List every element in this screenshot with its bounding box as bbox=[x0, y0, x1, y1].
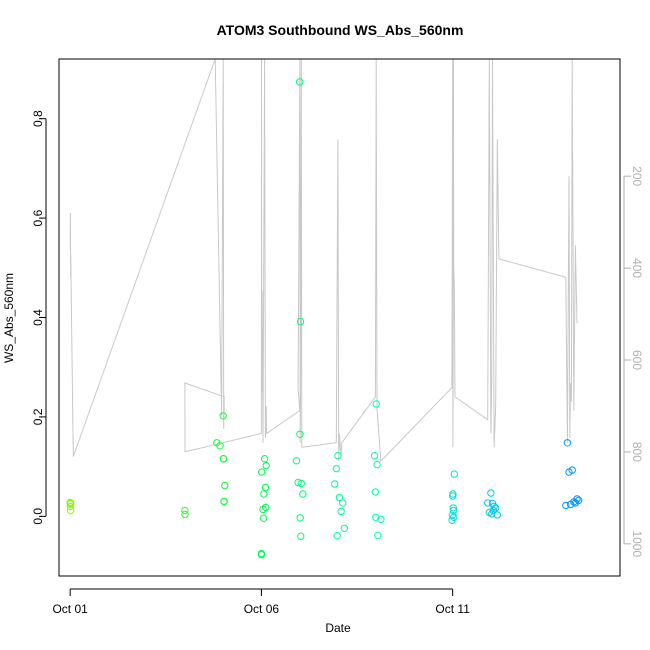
data-point bbox=[448, 511, 457, 520]
data-point bbox=[337, 507, 345, 516]
data-point bbox=[488, 510, 496, 518]
y2-tick-label: 400 bbox=[630, 258, 644, 278]
plot-area-frame bbox=[58, 58, 621, 577]
data-point bbox=[372, 513, 380, 521]
data-point bbox=[296, 317, 305, 326]
data-point bbox=[449, 492, 457, 500]
data-point bbox=[489, 506, 497, 515]
data-point bbox=[294, 478, 302, 487]
y-tick-label: 0.8 bbox=[31, 110, 45, 127]
data-point bbox=[296, 430, 304, 438]
data-point bbox=[261, 483, 270, 492]
data-point bbox=[181, 510, 189, 519]
data-point bbox=[334, 452, 342, 460]
data-point bbox=[260, 455, 269, 463]
data-point bbox=[221, 481, 229, 490]
data-point bbox=[571, 499, 580, 507]
data-point bbox=[296, 514, 304, 522]
depth-line bbox=[69, 58, 578, 463]
data-point bbox=[335, 493, 344, 502]
data-point bbox=[373, 460, 381, 469]
data-point bbox=[259, 514, 268, 522]
y2-tick-label: 1000 bbox=[630, 530, 644, 557]
x-tick-label: Oct 06 bbox=[244, 602, 280, 616]
data-point bbox=[449, 506, 458, 515]
data-point bbox=[67, 499, 75, 507]
x-tick-label: Oct 01 bbox=[52, 602, 88, 616]
x-tick-label: Oct 11 bbox=[435, 602, 470, 616]
data-point bbox=[331, 480, 339, 488]
data-point bbox=[299, 490, 307, 498]
data-point bbox=[257, 550, 266, 559]
depth-line-layer bbox=[69, 58, 578, 463]
data-point bbox=[563, 439, 572, 447]
y-tick-label: 0.4 bbox=[31, 309, 45, 326]
y-tick-label: 0.0 bbox=[31, 508, 45, 525]
data-point bbox=[220, 497, 228, 506]
y2-tick-label: 600 bbox=[630, 350, 644, 370]
x-axis-title: Date bbox=[325, 621, 351, 635]
data-point bbox=[448, 516, 456, 524]
data-point bbox=[297, 532, 305, 540]
data-point bbox=[566, 500, 575, 509]
data-point bbox=[340, 524, 348, 532]
data-point bbox=[484, 499, 492, 507]
data-point bbox=[332, 464, 340, 473]
y-axis-title: WS_Abs_560nm bbox=[2, 273, 16, 363]
data-point bbox=[449, 504, 457, 512]
data-point bbox=[260, 490, 268, 498]
data-point bbox=[297, 479, 305, 488]
y-tick-label: 0.2 bbox=[31, 408, 45, 425]
data-point bbox=[333, 532, 341, 540]
scatter-points-layer bbox=[66, 78, 583, 559]
y-tick-label: 0.6 bbox=[31, 209, 45, 226]
data-point bbox=[493, 511, 501, 519]
data-point bbox=[259, 505, 267, 514]
data-point bbox=[562, 501, 570, 510]
data-point bbox=[377, 515, 385, 523]
data-point bbox=[374, 531, 382, 539]
data-point bbox=[372, 400, 380, 408]
data-point bbox=[181, 506, 189, 515]
data-point bbox=[450, 470, 458, 478]
chart-title: ATOM3 Southbound WS_Abs_560nm bbox=[217, 22, 464, 38]
data-point bbox=[219, 455, 228, 463]
data-point bbox=[339, 499, 347, 507]
data-point bbox=[490, 502, 498, 511]
y2-tick-label: 200 bbox=[630, 166, 644, 186]
data-point bbox=[66, 502, 75, 511]
data-point bbox=[370, 452, 379, 460]
data-point bbox=[296, 78, 304, 86]
data-point bbox=[565, 468, 573, 476]
data-point bbox=[216, 442, 224, 450]
data-point bbox=[258, 468, 266, 476]
data-point bbox=[292, 457, 301, 465]
data-point bbox=[371, 488, 380, 496]
y2-tick-label: 800 bbox=[630, 442, 644, 462]
data-point bbox=[487, 489, 495, 497]
data-point bbox=[262, 461, 270, 470]
data-point bbox=[219, 412, 227, 420]
axes-layer: Oct 01 Oct 06 Oct 11 0.0 0.2 0.4 0.6 0.8 200 400 6… bbox=[31, 110, 644, 616]
data-point bbox=[66, 506, 75, 515]
data-point bbox=[492, 504, 500, 512]
